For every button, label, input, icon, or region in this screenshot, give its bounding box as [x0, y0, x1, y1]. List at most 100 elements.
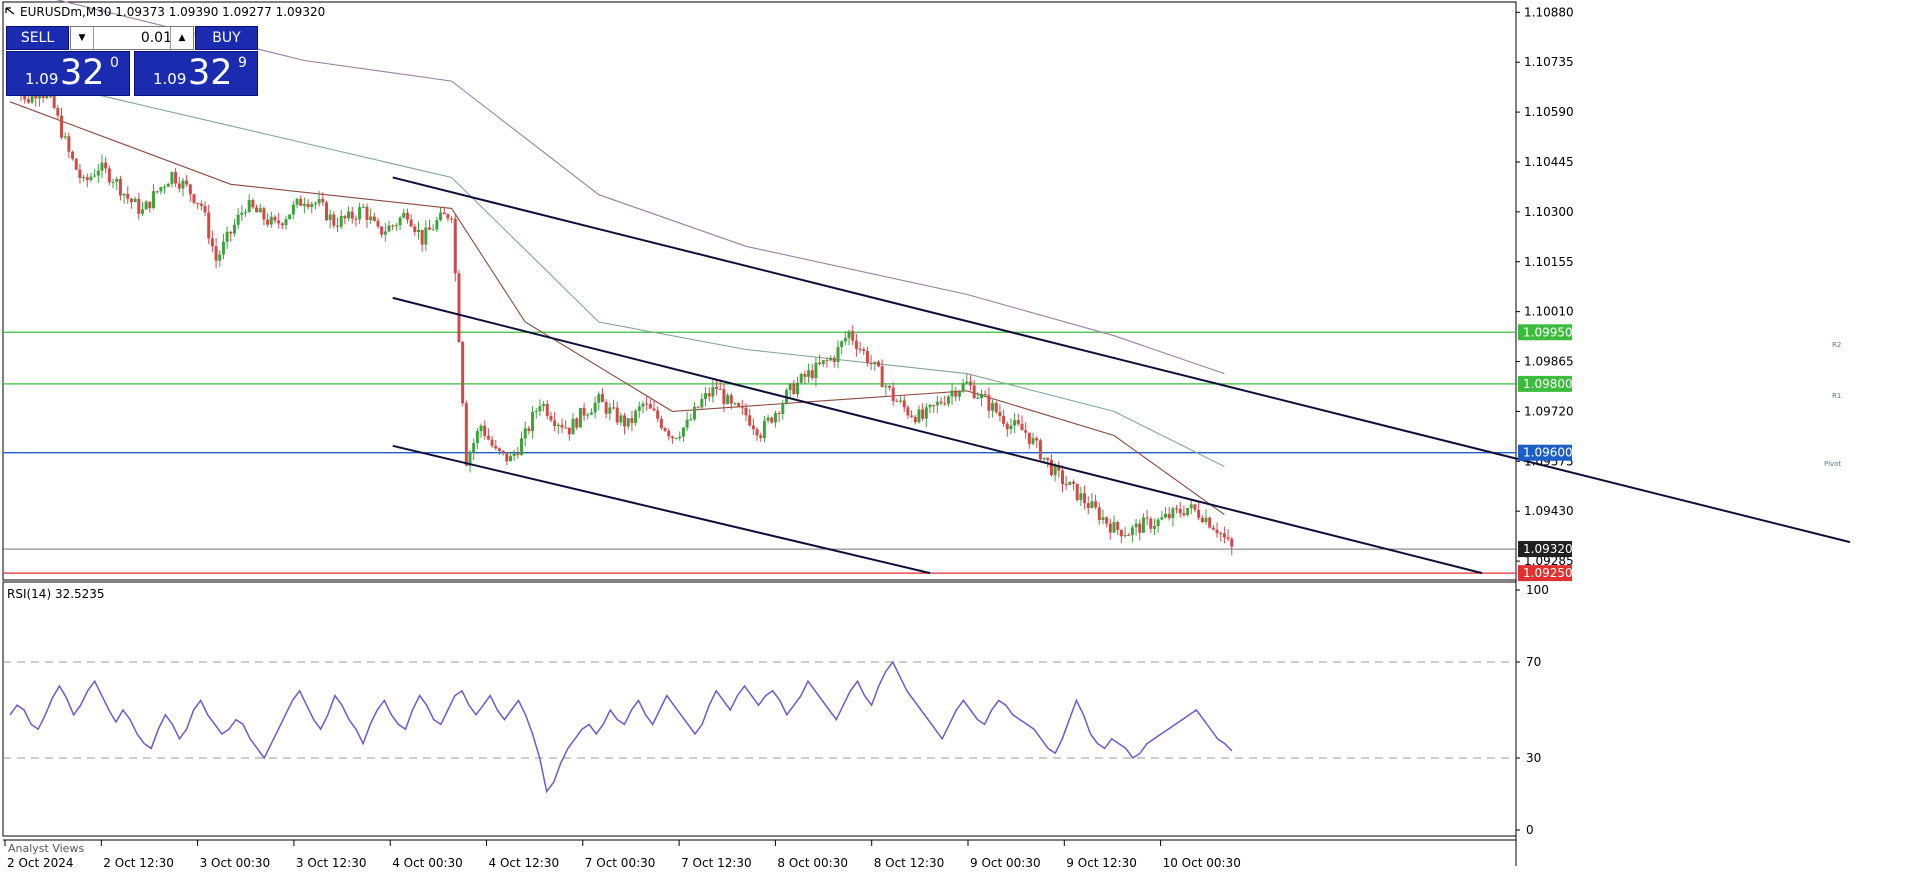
candle-body	[604, 401, 608, 414]
candle-body	[74, 158, 78, 170]
candle-body	[1127, 534, 1131, 536]
candle-body	[556, 424, 560, 426]
candle-body	[630, 418, 634, 423]
candle-body	[910, 415, 914, 417]
analyst-views-label[interactable]: Analyst Views	[8, 842, 84, 855]
candle-body	[464, 403, 468, 466]
candle-body	[564, 427, 568, 429]
candle-body	[1064, 484, 1068, 486]
price-label: 1.10735	[1524, 55, 1574, 69]
candle-body	[1230, 538, 1234, 547]
time-label: 7 Oct 12:30	[681, 856, 752, 870]
candle-body	[807, 370, 811, 377]
candle-body	[185, 180, 189, 185]
candle-body	[1079, 493, 1083, 501]
candle-body	[269, 216, 273, 225]
candle-body	[501, 450, 505, 453]
candle-body	[339, 215, 343, 227]
buy-button[interactable]: BUY	[195, 26, 258, 50]
candle-body	[497, 448, 501, 451]
candle-body	[737, 403, 741, 407]
candle-body	[251, 199, 255, 208]
candle-body	[814, 362, 818, 379]
candle-body	[788, 383, 792, 391]
chart-menu-icon[interactable]	[5, 7, 15, 15]
candle-body	[612, 407, 616, 409]
channel-lines	[392, 176, 1851, 575]
candle-body	[203, 205, 207, 213]
candle-body	[166, 183, 170, 187]
sell-price-button[interactable]: 1.09 32 0	[6, 51, 130, 96]
lot-increase-icon[interactable]: ▲	[170, 27, 193, 49]
candle-body	[413, 226, 417, 233]
candle-body	[678, 436, 682, 438]
candle-body	[722, 389, 726, 404]
candle-body	[792, 383, 796, 395]
candle-body	[836, 347, 840, 362]
candle-body	[416, 229, 420, 233]
candle-body	[527, 428, 531, 432]
candle-body	[1027, 432, 1031, 444]
sell-button[interactable]: SELL	[6, 26, 69, 50]
candle-body	[104, 162, 108, 169]
candle-body	[111, 181, 115, 183]
lot-decrease-icon[interactable]: ▼	[71, 27, 94, 49]
candle-body	[1226, 537, 1230, 539]
price-tags: 1.09950 1.09800 1.09600 1.09320 1.09250	[1518, 324, 1573, 582]
candle-body	[987, 395, 991, 411]
candle-body	[770, 417, 774, 423]
candle-body	[832, 357, 836, 362]
candle-body	[372, 216, 376, 221]
price-axis: 1.10880 1.10735 1.10590 1.10445 1.10300 1.101…	[1516, 5, 1574, 568]
candle-body	[1167, 513, 1171, 519]
candle-body	[199, 203, 203, 206]
candle-body	[328, 214, 332, 220]
candle-body	[593, 402, 597, 413]
candle-body	[1160, 517, 1164, 520]
time-label: 2 Oct 12:30	[103, 856, 174, 870]
candle-body	[957, 391, 961, 397]
candle-body	[387, 225, 391, 232]
lot-size-input[interactable]	[94, 29, 172, 47]
time-label: 9 Oct 12:30	[1066, 856, 1137, 870]
candle-body	[935, 401, 939, 406]
candle-body	[571, 418, 575, 435]
candle-body	[1152, 526, 1156, 529]
horizontal-levels	[3, 331, 1516, 574]
candle-body	[1068, 481, 1072, 485]
candle-body	[63, 136, 67, 138]
time-label: 10 Oct 00:30	[1163, 856, 1241, 870]
candle-body	[1016, 420, 1020, 424]
candle-body	[310, 203, 314, 208]
candle-body	[262, 208, 266, 220]
candle-body	[667, 430, 671, 437]
symbol-info: EURUSDm,M30 1.09373 1.09390 1.09277 1.09…	[20, 5, 325, 19]
candle-body	[96, 170, 100, 176]
price-label: 1.09720	[1524, 404, 1574, 418]
candle-body	[829, 357, 833, 361]
candle-body	[818, 362, 822, 364]
candle-body	[240, 212, 244, 215]
candle-body	[1189, 504, 1193, 509]
candle-body	[899, 400, 903, 402]
candle-body	[288, 214, 292, 220]
candle-body	[277, 220, 281, 224]
candle-body	[398, 217, 402, 226]
candle-body	[902, 400, 906, 408]
candle-body	[1175, 508, 1179, 510]
candle-body	[744, 407, 748, 416]
buy-price-button[interactable]: 1.09 32 9	[134, 51, 258, 96]
candle-body	[1046, 457, 1050, 460]
candle-body	[181, 180, 185, 189]
candle-body	[475, 431, 479, 443]
candle-body	[394, 225, 398, 227]
candle-body	[409, 219, 413, 227]
candle-body	[972, 385, 976, 399]
candle-body	[129, 198, 133, 203]
candle-body	[854, 340, 858, 349]
time-label: 4 Oct 00:30	[392, 856, 463, 870]
candle-body	[210, 238, 214, 247]
candle-body	[858, 348, 862, 350]
candle-body	[704, 393, 708, 399]
candle-body	[402, 212, 406, 218]
